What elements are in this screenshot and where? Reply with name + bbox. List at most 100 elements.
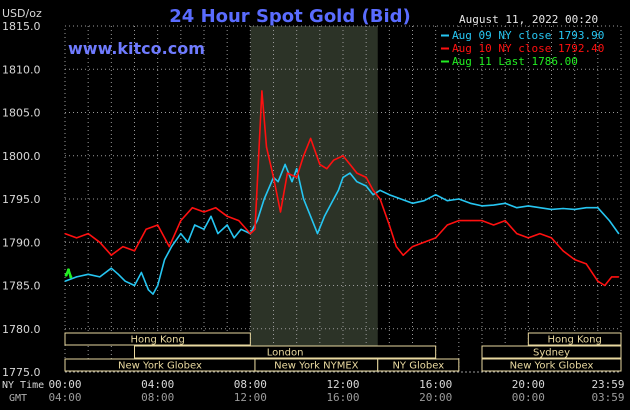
- data-point: [203, 228, 205, 230]
- x-tick-label-ny: 16:00: [419, 378, 452, 391]
- data-point: [356, 181, 358, 183]
- data-point: [562, 250, 564, 252]
- data-point: [516, 207, 518, 209]
- data-point: [69, 275, 73, 279]
- session-box: NY Globex: [377, 358, 460, 372]
- data-point: [481, 220, 483, 222]
- data-point: [168, 245, 170, 248]
- x-tick-label-ny: 04:00: [141, 378, 174, 391]
- data-point: [140, 271, 143, 274]
- data-point: [254, 228, 256, 230]
- session-label: New York Globex: [118, 361, 202, 372]
- session-box: Hong Kong: [64, 332, 251, 346]
- session-box: New York NYMEX: [254, 358, 379, 372]
- session-label: Hong Kong: [130, 335, 184, 346]
- data-point: [303, 198, 305, 200]
- data-point: [164, 258, 166, 261]
- trading-sessions: Hong Kong London New York Globex New York N…: [64, 332, 622, 372]
- data-point: [99, 276, 101, 278]
- data-point: [446, 200, 448, 202]
- data-point: [75, 276, 78, 278]
- data-point: [400, 198, 402, 200]
- session-box: New York Globex: [481, 358, 622, 372]
- data-point: [342, 155, 344, 157]
- data-point: [210, 215, 212, 217]
- data-point: [527, 205, 529, 207]
- y-tick-label: 1780.0: [2, 323, 41, 336]
- data-point: [435, 237, 437, 239]
- data-point: [117, 273, 119, 275]
- legend-label: Aug 09 NY close 1793.90: [452, 29, 604, 42]
- data-point: [446, 224, 448, 226]
- data-point: [157, 284, 159, 287]
- data-point: [191, 207, 194, 209]
- data-point: [356, 172, 358, 174]
- data-point: [87, 273, 89, 275]
- data-point: [147, 289, 149, 291]
- data-point: [233, 237, 235, 239]
- session-label: Hong Kong: [547, 335, 601, 346]
- data-point: [226, 215, 228, 217]
- data-point: [492, 224, 495, 226]
- data-point: [180, 233, 182, 235]
- grid-lines: [64, 25, 622, 373]
- data-point: [423, 241, 425, 243]
- data-point: [333, 159, 335, 161]
- plot-frame: [64, 25, 622, 373]
- data-point: [326, 168, 328, 170]
- data-point: [423, 200, 425, 202]
- y-tick-label: 1790.0: [2, 236, 41, 249]
- data-point: [481, 205, 483, 207]
- data-point: [303, 155, 305, 157]
- data-point: [64, 280, 66, 282]
- session-box: Hong Kong: [527, 332, 622, 346]
- data-point: [337, 189, 339, 191]
- x-tick-label-gmt: 04:00: [48, 391, 81, 404]
- price-series: [64, 90, 620, 295]
- y-tick-label: 1810.0: [2, 63, 41, 76]
- data-point: [124, 280, 126, 282]
- y-axis-ticks: 1775.0 1780.0 1785.0 1790.0 1795.0 1800.0 1805…: [2, 20, 41, 379]
- y-tick-label: 1815.0: [2, 20, 41, 33]
- x-tick-label-gmt: 08:00: [141, 391, 174, 404]
- legend-label: Aug 11 Last 1786.00: [452, 55, 578, 68]
- legend-entry: Aug 11 Last 1786.00: [441, 55, 578, 68]
- data-point: [272, 176, 275, 178]
- session-box-frame: [64, 332, 251, 346]
- data-point: [157, 224, 159, 226]
- session-label: New York NYMEX: [274, 361, 359, 372]
- session-label: New York Globex: [510, 361, 594, 372]
- session-box: Sydney: [481, 345, 622, 359]
- session-box-frame: [481, 358, 622, 372]
- data-point: [249, 233, 251, 235]
- data-point: [66, 268, 70, 272]
- data-point: [286, 172, 288, 174]
- data-point: [279, 211, 282, 213]
- y-tick-label: 1805.0: [2, 107, 41, 120]
- data-point: [458, 220, 460, 222]
- data-point: [256, 220, 258, 222]
- chart-title: 24 Hour Spot Gold (Bid): [169, 6, 410, 27]
- data-point: [240, 228, 242, 230]
- data-point: [226, 224, 228, 226]
- data-point: [316, 233, 319, 235]
- data-point: [388, 224, 390, 226]
- data-point: [330, 202, 333, 204]
- data-point: [263, 198, 265, 200]
- data-point: [214, 207, 217, 209]
- legend-label: Aug 10 NY close 1792.40: [452, 42, 604, 55]
- data-point: [516, 233, 518, 235]
- y-tick-label: 1795.0: [2, 193, 41, 206]
- data-point: [64, 233, 66, 235]
- data-point: [349, 172, 351, 174]
- x-tick-label-gmt: 03:59: [591, 391, 624, 404]
- data-point: [187, 241, 189, 243]
- website-label[interactable]: www.kitco.com: [68, 39, 205, 58]
- session-label: NY Globex: [392, 361, 444, 372]
- data-point: [194, 224, 196, 226]
- x-row-label-ny: NY Time: [2, 380, 44, 391]
- data-point: [365, 176, 367, 178]
- data-point: [411, 245, 414, 248]
